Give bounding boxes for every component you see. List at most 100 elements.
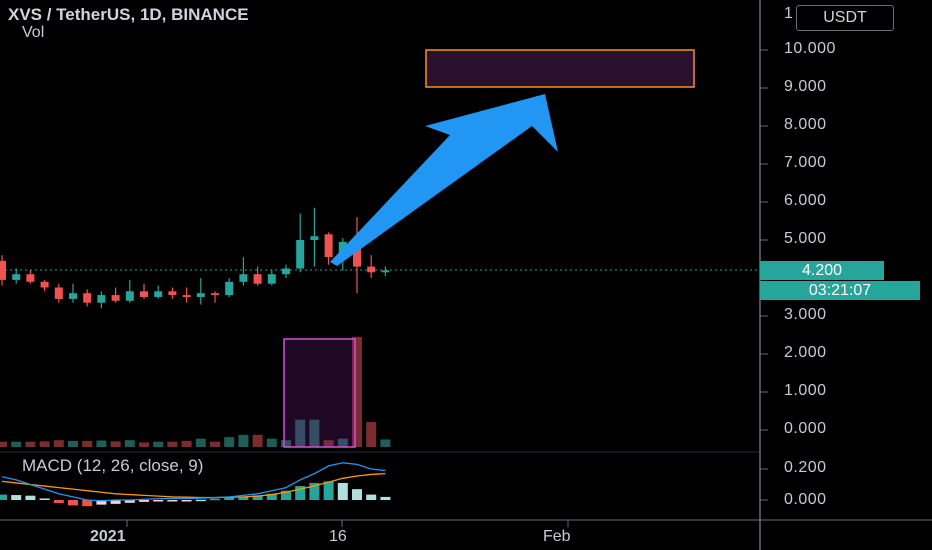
macd-histogram-bar [266, 493, 277, 500]
candle-body [54, 287, 63, 299]
volume-bar [181, 440, 192, 447]
volume-bar [281, 440, 291, 447]
macd-line [1, 462, 386, 502]
macd-histogram-bar [224, 497, 235, 500]
candle-body [154, 291, 163, 297]
candle-body [367, 266, 376, 273]
volume-bar [0, 441, 7, 447]
macd-histogram-bar [352, 489, 362, 500]
volume-bar [82, 440, 93, 447]
price-tick-label: 5.000 [784, 230, 827, 247]
price-tick-label: 0.000 [784, 420, 827, 437]
candle-body [253, 274, 262, 284]
candle-body [381, 270, 390, 273]
current-price-tag: 4.200 [760, 261, 884, 280]
time-tick-label: 16 [329, 528, 347, 545]
candle-body [140, 291, 148, 297]
volume-bar [68, 440, 78, 447]
volume-bar [210, 441, 220, 447]
macd-histogram-bar [53, 500, 64, 504]
candle-countdown-tag: 03:21:07 [760, 281, 920, 300]
volume-bar [252, 434, 263, 447]
volume-bar [309, 419, 320, 447]
candle-body [0, 260, 6, 280]
macd-histogram-bar [295, 486, 306, 500]
candle-body [310, 236, 319, 240]
volume-bar [323, 440, 334, 447]
price-tick-label: 2.000 [784, 344, 827, 361]
macd-histogram-bar [0, 494, 7, 500]
volume-bar [139, 442, 149, 447]
volume-bar [224, 437, 235, 447]
candle-body [111, 295, 120, 301]
chart-title: XVS / TetherUS, 1D, BINANCE [8, 5, 249, 24]
candle-body [282, 268, 290, 275]
volume-bar [195, 438, 206, 447]
volume-highlight-box [283, 338, 356, 448]
target-zone-box [425, 49, 695, 88]
macd-histogram-bar [309, 482, 320, 500]
macd-histogram-bar [153, 500, 164, 502]
macd-label: MACD (12, 26, close, 9) [22, 456, 204, 475]
macd-histogram-bar [39, 498, 50, 500]
macd-histogram-bar [238, 496, 249, 500]
volume-bar [96, 440, 107, 447]
candle-body [225, 281, 234, 296]
macd-histogram-bar [337, 482, 348, 500]
macd-signal-line [1, 473, 386, 499]
candle-body [69, 293, 77, 299]
candle-body [267, 274, 276, 284]
candle-body [168, 291, 177, 296]
macd-histogram-bar [110, 500, 121, 504]
price-tick-label: 3.000 [784, 306, 827, 323]
candle-body [296, 240, 305, 269]
macd-histogram-bar [139, 500, 149, 502]
volume-bar [366, 421, 377, 447]
volume-bar [266, 438, 277, 447]
macd-histogram-bar [181, 500, 192, 502]
macd-histogram-bar [195, 499, 206, 502]
macd-histogram-bar [252, 495, 263, 500]
volume-bar [167, 441, 178, 447]
candle-body [83, 293, 92, 303]
candle-body [26, 274, 35, 282]
volume-bar [337, 438, 348, 447]
volume-bar [352, 336, 362, 447]
macd-histogram-bar [82, 500, 93, 507]
macd-histogram-bar [124, 500, 135, 503]
price-tick-label: 9.000 [784, 78, 827, 95]
macd-histogram-bar [323, 481, 334, 500]
price-axis-top-partial: 1 [784, 5, 794, 22]
volume-bar [380, 439, 391, 447]
volume-label: Vol [22, 24, 45, 41]
volume-bar [238, 434, 249, 447]
volume-bar [25, 441, 36, 447]
macd-histogram-bar [281, 490, 291, 500]
macd-histogram-bar [380, 496, 391, 500]
macd-histogram-bar [167, 500, 178, 502]
candle-body [239, 274, 248, 282]
price-tick-label: 7.000 [784, 154, 827, 171]
price-tick-label: 1.000 [784, 382, 827, 399]
candle-body [196, 293, 205, 297]
price-tick-label: 10.000 [784, 40, 836, 57]
price-tick-label: 8.000 [784, 116, 827, 133]
volume-bar [53, 440, 64, 447]
macd-histogram-bar [25, 495, 36, 500]
currency-unit-selector[interactable]: USDT [796, 5, 894, 31]
macd-histogram-bar [366, 494, 377, 500]
candle-body [97, 295, 106, 303]
volume-bar [11, 441, 22, 447]
candle-body [324, 234, 333, 258]
macd-histogram-bar [210, 498, 220, 501]
candle-body [182, 295, 191, 297]
macd-histogram-bar [68, 500, 78, 506]
macd-histogram-bar [96, 500, 107, 505]
volume-bar [124, 440, 135, 447]
macd-tick-label: 0.200 [784, 459, 827, 476]
time-tick-label: 2021 [90, 528, 126, 545]
candle-body [353, 240, 361, 267]
volume-bar [153, 441, 164, 447]
volume-bar [110, 441, 121, 447]
